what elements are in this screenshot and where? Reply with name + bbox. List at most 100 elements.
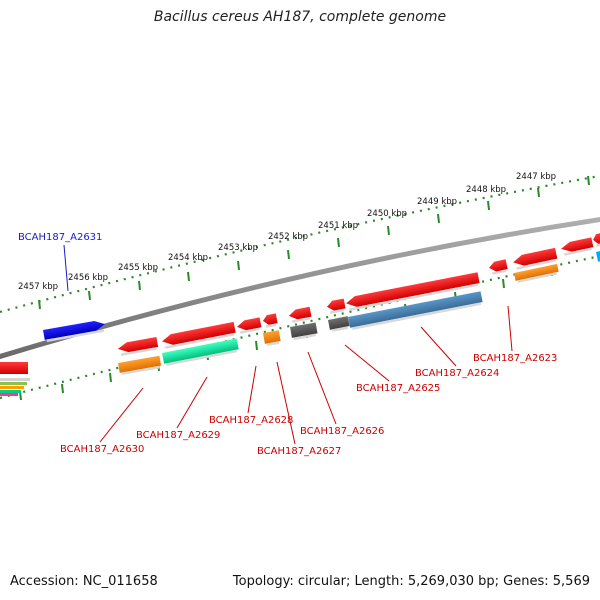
gene-red-4: [262, 313, 278, 328]
label-connector: [99, 387, 144, 443]
outer-major-tick: [187, 271, 190, 282]
gene-A2625-shadow: [331, 326, 349, 332]
inner-major-tick: [502, 278, 505, 289]
gene-label: BCAH187_A2623: [473, 353, 557, 364]
outer-major-tick: [387, 225, 390, 236]
gene-red-2-body: [162, 321, 236, 345]
outer-major-tick: [88, 290, 91, 301]
gene-label: BCAH187_A2625: [356, 383, 440, 394]
gene-left-red: [0, 362, 28, 374]
ring-layer: 2457 kbp 2456 kbp 2455 kbp 2454 kbp 2453 kbp…: [0, 172, 600, 401]
gene-A2629: [162, 338, 239, 366]
gene-A2627-body: [263, 330, 281, 344]
scale-label: 2452 kbp: [268, 232, 308, 242]
gene-A2624-shadow: [352, 302, 482, 330]
gene-A2626: [290, 322, 318, 340]
gene-red-6: [326, 298, 346, 314]
gene-A2623-shadow: [517, 272, 558, 283]
gene-A2625: [328, 316, 350, 332]
gene-red-9-shadow: [516, 259, 556, 270]
label-connector: [276, 361, 296, 445]
gene-left-stripe: [0, 378, 30, 381]
gene-red-4-body: [262, 313, 278, 325]
gene-red-6-shadow: [329, 308, 345, 314]
gene-A2626-body: [290, 322, 318, 338]
gene-red-11-shadow: [596, 242, 600, 247]
gene-red-6-body: [326, 298, 346, 311]
gene-red-7: [346, 272, 480, 311]
inner-major-tick: [61, 383, 64, 394]
gene-red-10-shadow: [564, 247, 592, 256]
gene-A2627: [263, 330, 281, 346]
outer-major-tick: [38, 299, 41, 310]
gene-label: BCAH187_A2631: [18, 232, 102, 243]
gene-label: BCAH187_A2626: [300, 426, 384, 437]
gene-red-8-shadow: [492, 269, 507, 275]
genome-stats-text: Topology: circular; Length: 5,269,030 bp…: [232, 574, 590, 589]
gene-A2626-shadow: [293, 333, 316, 340]
gene-A2627-shadow: [266, 341, 280, 346]
gene-left-stripe: [0, 390, 21, 393]
gene-A2625-body: [328, 316, 350, 330]
scale-label: 2447 kbp: [516, 172, 556, 182]
gene-red-3-shadow: [239, 327, 260, 334]
gene-left-stripe: [0, 382, 27, 385]
label-connector: [247, 365, 257, 414]
gene-cyan-edge-body: [596, 249, 600, 262]
gene-red-2: [162, 321, 236, 349]
gene-A2631: [43, 320, 105, 342]
gene-layer: [0, 232, 600, 396]
gene-A2624-body: [348, 291, 483, 328]
gene-red-11: [593, 232, 600, 247]
outer-major-tick: [487, 200, 490, 211]
map-title: Bacillus cereus AH187, complete genome: [153, 9, 447, 25]
label-connector: [63, 244, 69, 292]
gene-left-stripe: [0, 386, 24, 389]
label-connector: [344, 344, 390, 382]
gene-A2623: [514, 263, 559, 283]
label-connector: [420, 326, 457, 367]
gene-A2631-body: [43, 320, 105, 340]
gene-label: BCAH187_A2629: [136, 430, 220, 441]
gene-red-10-body: [561, 237, 594, 252]
gene-label: BCAH187_A2630: [60, 444, 144, 455]
label-connector: [307, 351, 337, 425]
gene-red-9: [513, 247, 558, 270]
gene-red-5: [288, 306, 312, 323]
accession-text: Accession: NC_011658: [10, 574, 158, 589]
scale-label: 2450 kbp: [367, 209, 407, 219]
scale-label: 2457 kbp: [18, 282, 58, 292]
gene-red-2-shadow: [165, 333, 235, 349]
outer-major-tick: [138, 280, 141, 291]
gene-A2629-shadow: [166, 349, 238, 366]
gene-A2630-shadow: [121, 365, 160, 375]
gene-A2630-body: [118, 355, 162, 373]
scale-label: 2448 kbp: [466, 185, 506, 195]
gene-red-1-body: [117, 337, 159, 353]
gene-label: BCAH187_A2624: [415, 368, 499, 379]
gene-red-8: [489, 259, 508, 275]
gene-red-4-shadow: [265, 323, 277, 328]
outer-major-tick: [237, 260, 240, 271]
gene-A2629-body: [162, 338, 239, 364]
gene-red-3-body: [236, 317, 262, 331]
outer-major-tick: [337, 237, 340, 248]
scale-label: 2454 kbp: [168, 253, 208, 263]
scale-label: 2455 kbp: [118, 263, 158, 273]
gene-red-7-body: [346, 272, 480, 307]
gene-left-stripe: [0, 393, 18, 396]
gene-A2630: [118, 355, 162, 375]
scale-label: 2451 kbp: [318, 221, 358, 231]
gene-red-9-body: [513, 247, 558, 266]
outer-major-tick: [287, 249, 290, 260]
gene-A2631-shadow: [46, 329, 105, 342]
gene-cyan-edge: [596, 249, 600, 262]
gene-red-8-body: [489, 259, 508, 272]
scale-label: 2456 kbp: [68, 273, 108, 283]
label-connector: [176, 376, 208, 429]
outer-major-tick: [537, 187, 540, 198]
scale-label: 2453 kbp: [218, 243, 258, 253]
gene-red-3: [236, 317, 262, 334]
